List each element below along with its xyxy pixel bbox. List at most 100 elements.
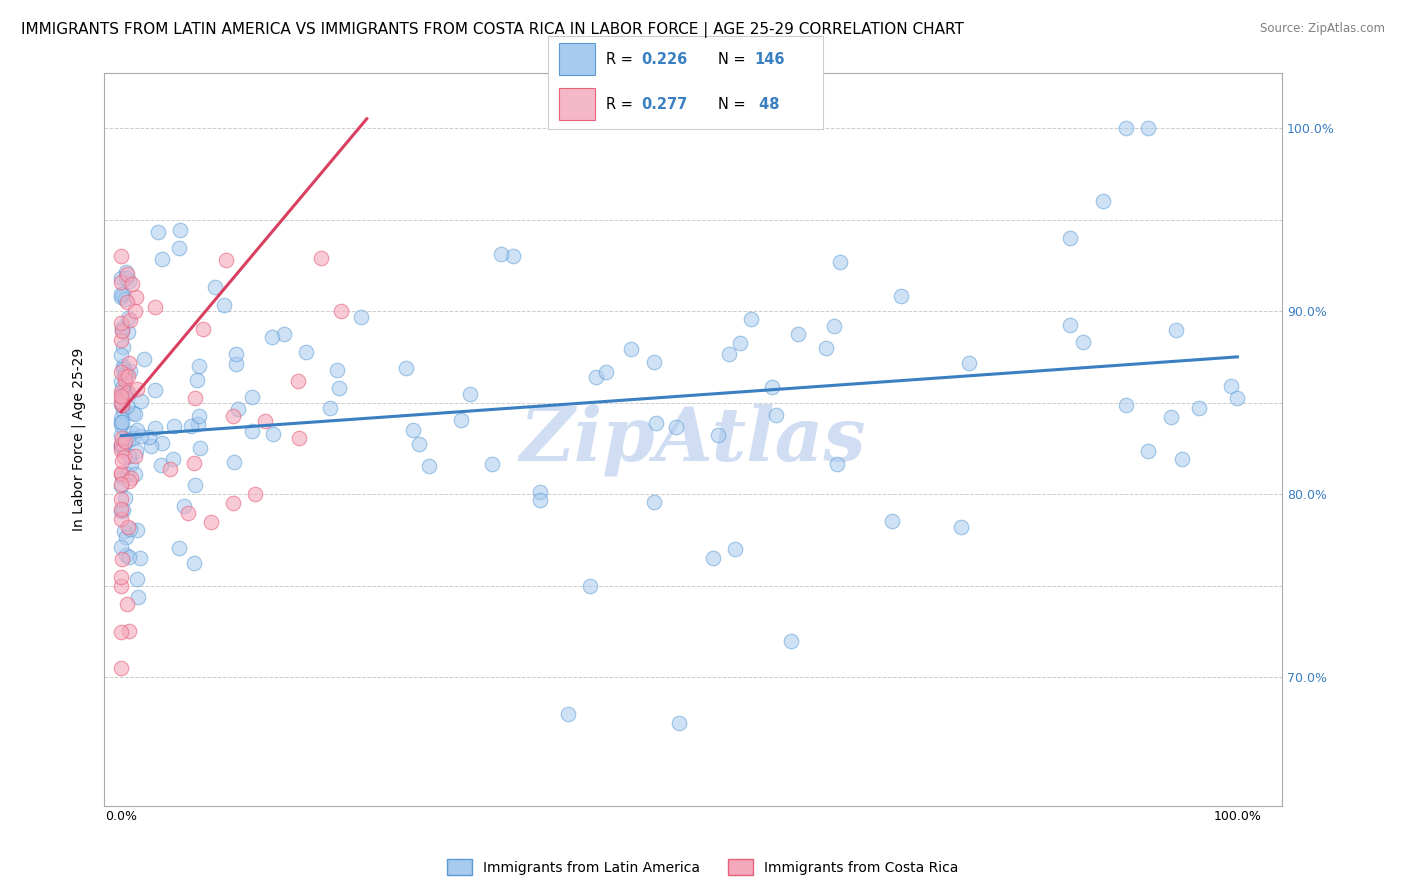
Point [828,255,851,269]
Point [823,319,845,334]
Point [117,325,139,339]
Point [111,470,134,484]
Point [1226,391,1249,405]
Point [110,477,132,491]
Point [112,340,135,354]
Point [225,357,247,371]
Point [111,503,134,517]
Text: 48: 48 [754,96,779,112]
Point [129,393,152,408]
Point [131,429,153,443]
Point [184,391,207,405]
Point [114,529,136,543]
Point [287,374,309,388]
Point [110,501,132,516]
Point [117,311,139,326]
Point [110,438,132,452]
Point [529,484,551,499]
Point [273,326,295,341]
Point [408,437,430,451]
Point [121,426,143,441]
Point [187,417,209,431]
Point [134,351,156,366]
Point [111,551,134,566]
Point [765,408,787,422]
Point [110,410,132,425]
Point [110,569,132,583]
Point [112,450,135,464]
Point [579,579,602,593]
Point [114,292,136,306]
Point [1164,322,1187,336]
Point [319,401,342,415]
Point [110,440,132,454]
Point [110,316,132,330]
Point [880,514,903,528]
Point [815,341,838,355]
Point [643,355,665,369]
Point [124,467,146,481]
Text: 0.277: 0.277 [641,96,688,112]
Point [187,359,209,373]
Point [111,286,134,301]
Point [115,268,138,282]
Point [950,520,973,534]
Point [125,424,148,438]
Point [1137,444,1160,458]
Point [125,443,148,458]
Point [450,413,472,427]
Point [110,467,132,481]
Point [110,286,132,301]
Point [115,367,138,381]
Point [222,455,245,469]
Point [222,496,245,510]
Point [644,416,666,430]
Point [890,289,912,303]
Point [740,311,762,326]
Point [110,385,132,400]
Point [458,387,481,401]
Point [128,551,150,566]
Point [110,624,132,639]
Point [110,389,132,403]
Point [127,590,149,604]
Point [111,404,134,418]
Point [112,524,135,538]
Point [118,356,141,370]
Point [115,399,138,413]
Bar [560,88,595,120]
Point [118,364,141,378]
Point [1115,120,1137,135]
Point [143,300,166,314]
Point [1137,120,1160,135]
Point [1170,452,1192,467]
Point [111,324,134,338]
Point [668,716,690,731]
Point [1059,231,1081,245]
Text: N =: N = [718,52,751,67]
Point [110,271,132,285]
Point [120,457,142,471]
Point [169,223,191,237]
Point [111,431,134,445]
Y-axis label: In Labor Force | Age 25-29: In Labor Force | Age 25-29 [72,348,86,531]
Point [169,241,191,255]
Point [110,398,132,412]
Point [110,275,132,289]
Point [114,270,136,285]
Point [620,342,643,356]
Point [718,346,741,360]
Point [643,495,665,509]
Point [243,487,266,501]
Point [121,277,143,291]
Point [110,249,132,263]
Point [706,428,728,442]
Point [110,491,132,506]
Point [1160,409,1182,424]
Point [184,477,207,491]
Point [215,253,238,268]
Point [138,430,160,444]
Point [110,437,132,451]
Point [287,431,309,445]
Point [110,443,132,458]
